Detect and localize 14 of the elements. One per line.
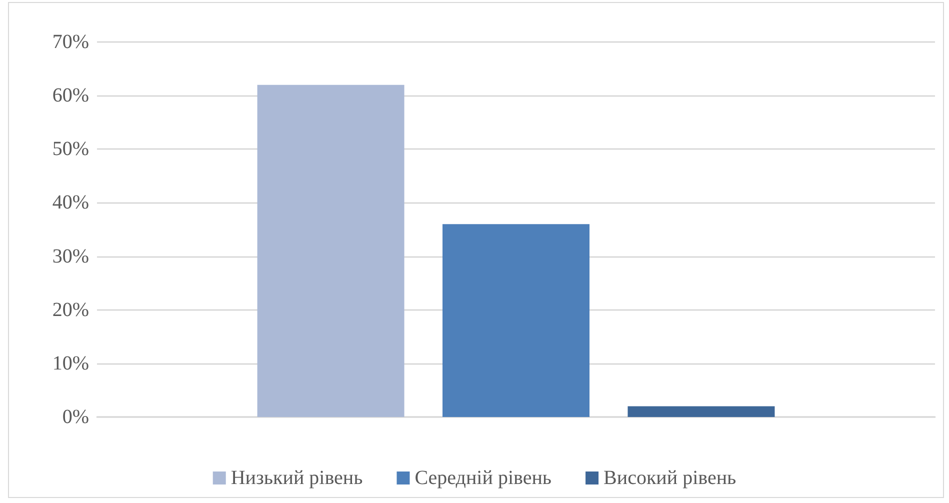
y-tick-label: 60% (52, 84, 89, 107)
bar (257, 84, 404, 417)
y-tick-label: 20% (52, 298, 89, 321)
y-tick-label: 0% (62, 406, 89, 428)
y-tick-label: 50% (52, 138, 89, 160)
y-tick-label: 30% (52, 245, 89, 268)
y-tick-label: 70% (52, 31, 89, 53)
legend-label: Середній рівень (414, 467, 552, 489)
bar (628, 406, 775, 417)
y-tick-label: 10% (52, 352, 89, 374)
bar (442, 224, 590, 417)
legend-label: Низький рівень (230, 467, 363, 489)
y-tick-label: 40% (52, 192, 89, 214)
legend-label: Високий рівень (604, 467, 736, 489)
